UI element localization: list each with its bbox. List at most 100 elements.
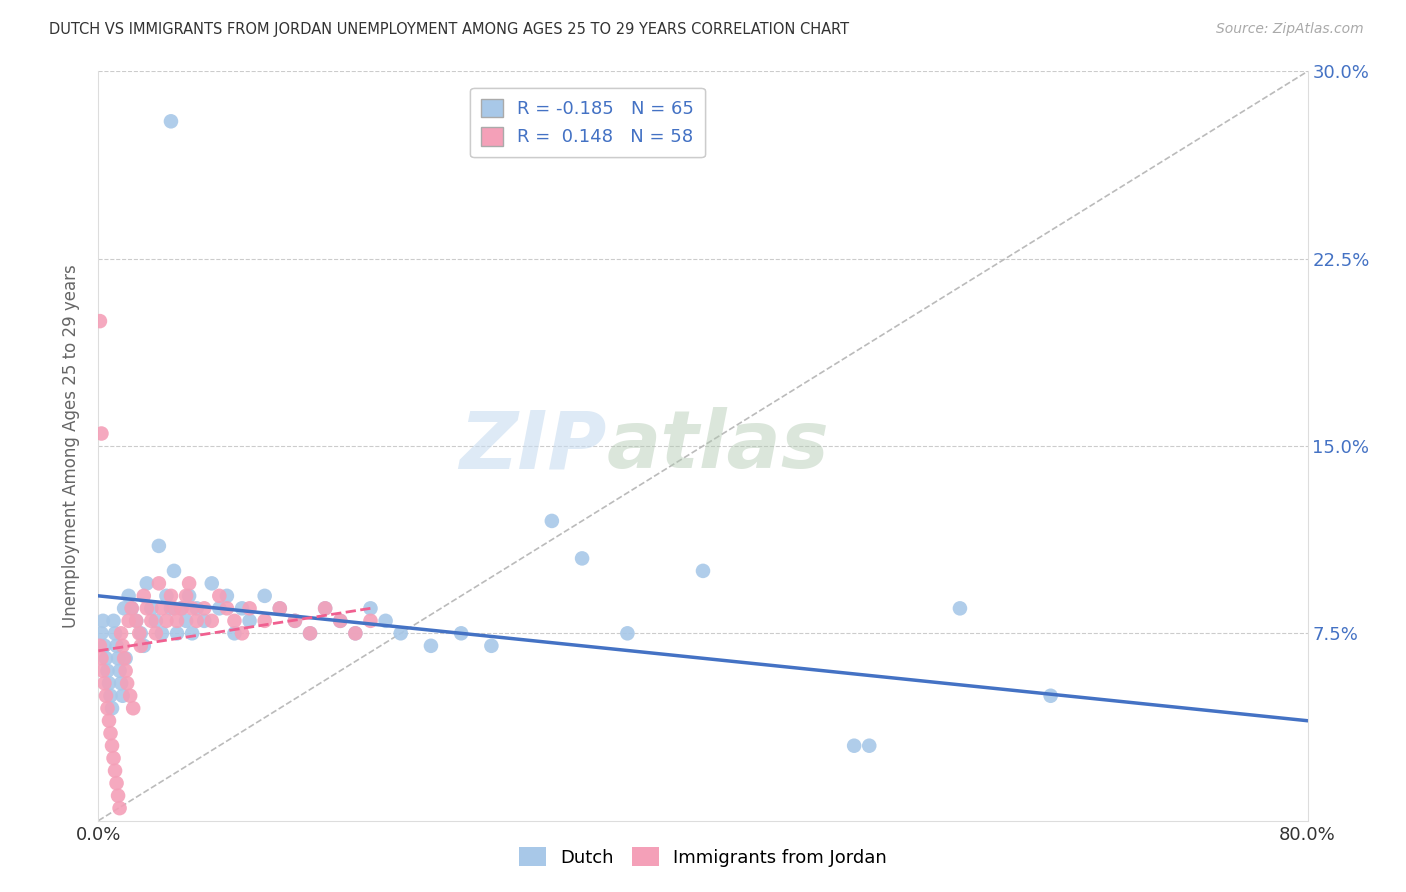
Point	[114, 651, 136, 665]
Point	[118, 614, 141, 628]
Point	[170, 601, 193, 615]
Point	[93, 639, 115, 653]
Point	[141, 614, 163, 628]
Point	[155, 589, 177, 603]
Point	[114, 664, 136, 678]
Point	[224, 614, 246, 628]
Point	[224, 626, 246, 640]
Point	[450, 626, 472, 640]
Point	[253, 589, 276, 603]
Point	[389, 626, 412, 640]
Y-axis label: Unemployment Among Ages 25 to 29 years: Unemployment Among Ages 25 to 29 years	[62, 264, 80, 628]
Point	[90, 651, 112, 665]
Point	[125, 614, 148, 628]
Text: Source: ZipAtlas.com: Source: ZipAtlas.com	[1216, 22, 1364, 37]
Point	[208, 589, 231, 603]
Point	[101, 701, 124, 715]
Point	[104, 764, 127, 778]
Point	[103, 751, 125, 765]
Point	[253, 614, 276, 628]
Point	[150, 601, 173, 615]
Point	[160, 114, 183, 128]
Point	[100, 689, 122, 703]
Point	[231, 626, 253, 640]
Point	[104, 626, 127, 640]
Point	[949, 601, 972, 615]
Point	[105, 639, 128, 653]
Point	[179, 589, 201, 603]
Point	[112, 651, 135, 665]
Point	[93, 676, 115, 690]
Point	[111, 689, 134, 703]
Point	[193, 614, 215, 628]
Point	[89, 314, 111, 328]
Point	[155, 614, 177, 628]
Point	[148, 576, 170, 591]
Point	[129, 626, 152, 640]
Legend: Dutch, Immigrants from Jordan: Dutch, Immigrants from Jordan	[512, 840, 894, 874]
Point	[284, 614, 307, 628]
Point	[193, 601, 215, 615]
Point	[201, 576, 224, 591]
Point	[145, 626, 167, 640]
Point	[128, 626, 150, 640]
Point	[163, 564, 186, 578]
Point	[360, 601, 382, 615]
Point	[141, 601, 163, 615]
Point	[111, 639, 134, 653]
Point	[91, 664, 114, 678]
Point	[314, 601, 336, 615]
Point	[98, 714, 121, 728]
Point	[91, 614, 114, 628]
Point	[616, 626, 638, 640]
Point	[103, 614, 125, 628]
Point	[284, 614, 307, 628]
Point	[110, 626, 132, 640]
Text: atlas: atlas	[606, 407, 830, 485]
Point	[174, 589, 197, 603]
Point	[215, 589, 238, 603]
Text: ZIP: ZIP	[458, 407, 606, 485]
Point	[121, 601, 143, 615]
Point	[269, 601, 291, 615]
Point	[201, 614, 224, 628]
Point	[96, 664, 118, 678]
Point	[170, 601, 193, 615]
Point	[299, 626, 322, 640]
Point	[90, 426, 112, 441]
Point	[120, 689, 142, 703]
Point	[90, 626, 112, 640]
Point	[540, 514, 562, 528]
Point	[107, 651, 129, 665]
Legend: R = -0.185   N = 65, R =  0.148   N = 58: R = -0.185 N = 65, R = 0.148 N = 58	[470, 88, 704, 157]
Point	[481, 639, 503, 653]
Point	[112, 601, 135, 615]
Point	[692, 564, 714, 578]
Point	[108, 664, 131, 678]
Point	[166, 626, 188, 640]
Point	[122, 701, 145, 715]
Point	[132, 589, 155, 603]
Point	[110, 676, 132, 690]
Text: DUTCH VS IMMIGRANTS FROM JORDAN UNEMPLOYMENT AMONG AGES 25 TO 29 YEARS CORRELATI: DUTCH VS IMMIGRANTS FROM JORDAN UNEMPLOY…	[49, 22, 849, 37]
Point	[208, 601, 231, 615]
Point	[121, 601, 143, 615]
Point	[344, 626, 367, 640]
Point	[89, 639, 111, 653]
Point	[174, 614, 197, 628]
Point	[115, 676, 138, 690]
Point	[571, 551, 593, 566]
Point	[239, 601, 262, 615]
Point	[186, 601, 208, 615]
Point	[844, 739, 866, 753]
Point	[132, 639, 155, 653]
Point	[420, 639, 443, 653]
Point	[344, 626, 367, 640]
Point	[163, 601, 186, 615]
Point	[150, 626, 173, 640]
Point	[858, 739, 880, 753]
Point	[166, 614, 188, 628]
Point	[360, 614, 382, 628]
Point	[108, 801, 131, 815]
Point	[181, 601, 204, 615]
